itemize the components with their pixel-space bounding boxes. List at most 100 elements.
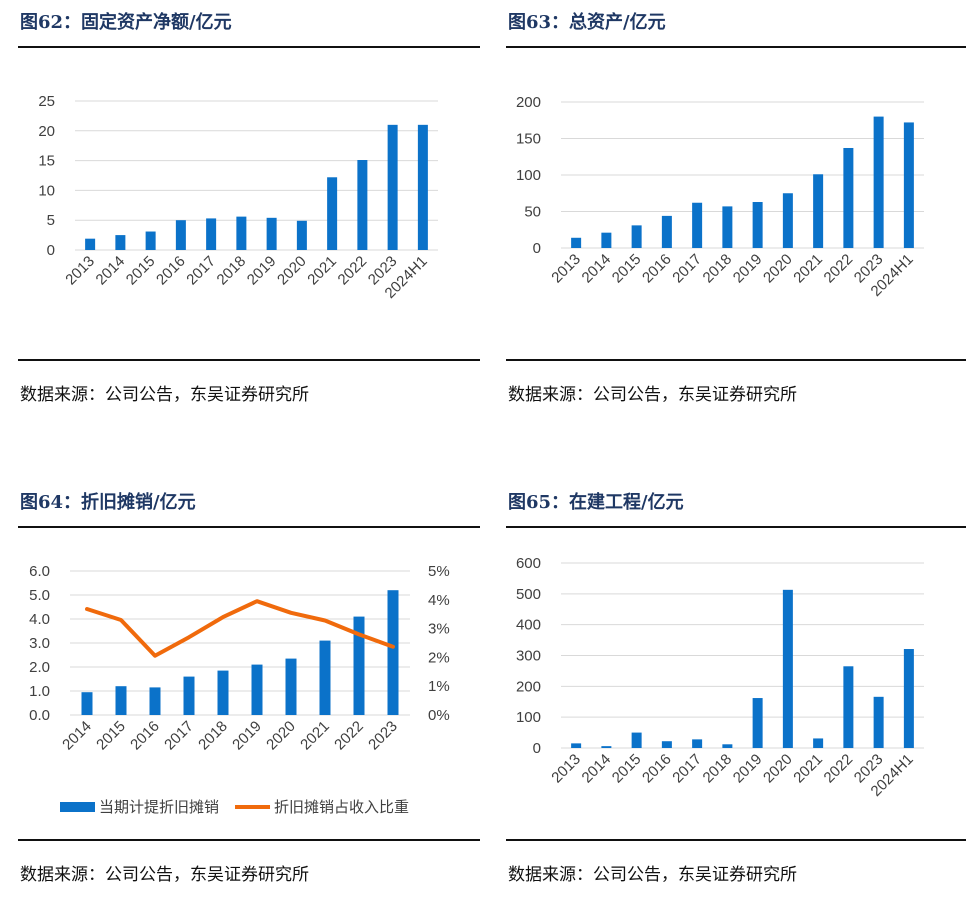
title-rule [506, 46, 966, 48]
bar [387, 124, 398, 250]
x-tick-label: 2016 [639, 751, 675, 787]
bar [296, 220, 307, 250]
chart-depreciation: 0.01.02.03.04.05.06.00%1%2%3%4%5%2014201… [29, 563, 450, 816]
x-tick-label: 2022 [331, 718, 367, 754]
x-tick-label: 2015 [123, 253, 159, 289]
bar [217, 670, 229, 715]
bar [631, 225, 642, 248]
bottom-rule [18, 839, 480, 841]
bar [692, 202, 703, 248]
x-tick-label: 2020 [263, 718, 299, 754]
x-tick-label: 2022 [335, 253, 371, 289]
x-tick-label: 2019 [730, 751, 766, 787]
bar [81, 692, 93, 715]
bar [722, 206, 733, 248]
legend-label: 折旧摊销占收入比重 [274, 798, 409, 816]
x-tick-label: 2014 [579, 251, 615, 287]
x-tick-label: 2019 [229, 718, 265, 754]
x-tick-label: 2019 [730, 251, 766, 287]
bar [183, 676, 195, 715]
panel-title: 图63：总资产/亿元 [508, 12, 666, 33]
panel-depreciation: 图64：折旧摊销/亿元 0.0 1.0 2.0 3.0 4.0 5.0 6.0 0% 1% 2% 3… [18, 480, 480, 897]
y2-tick-label: 5% [428, 563, 450, 580]
chart-fixed-assets: 0510152025201320142015201620172018201920… [38, 93, 438, 302]
y-tick-label: 0 [533, 740, 541, 757]
x-tick-label: 2019 [244, 253, 280, 289]
bar [692, 739, 703, 748]
bottom-rule [506, 839, 966, 841]
x-tick-label: 2021 [297, 718, 333, 754]
bar [601, 232, 612, 248]
bar [813, 174, 824, 248]
panel-title: 图64：折旧摊销/亿元 [20, 492, 196, 513]
y-tick-label: 150 [516, 131, 541, 148]
chart-total-assets: 0 50 100 150 200 2013201420152016201720182019… [516, 94, 924, 300]
x-tick-label: 2013 [62, 253, 98, 289]
y-tick-label: 0.0 [29, 707, 50, 724]
y-tick-label: 2.0 [29, 659, 50, 676]
bar [357, 160, 368, 250]
y-tick-label: 300 [516, 648, 541, 665]
x-tick-label: 2015 [609, 751, 645, 787]
y2-tick-label: 3% [428, 621, 450, 638]
x-tick-label: 2017 [669, 251, 705, 287]
panel-total-assets: 图63：总资产/亿元 0 50 100 150 200 2013 2014 2015 2016 2… [506, 0, 966, 420]
y-tick-label: 10 [38, 182, 55, 199]
y-tick-label: 400 [516, 617, 541, 634]
x-tick-label: 2018 [214, 253, 250, 289]
bar [175, 220, 186, 250]
source-note: 数据来源：公司公告，东吴证券研究所 [508, 385, 797, 405]
x-tick-label: 2016 [639, 251, 675, 287]
y-tick-label: 1.0 [29, 683, 50, 700]
y-tick-label: 100 [516, 167, 541, 184]
y-tick-label: 6.0 [29, 563, 50, 580]
y-tick-label: 600 [516, 555, 541, 572]
bar [903, 122, 914, 248]
source-note: 数据来源：公司公告，东吴证券研究所 [20, 385, 309, 405]
bar [115, 235, 126, 250]
bar [206, 218, 217, 250]
bar [752, 698, 763, 748]
title-rule [18, 526, 480, 528]
bar [631, 732, 642, 748]
bar [417, 124, 428, 250]
x-tick-label: 2020 [760, 251, 796, 287]
y2-tick-label: 2% [428, 649, 450, 666]
x-tick-label: 2021 [790, 751, 826, 787]
bar [873, 116, 884, 248]
title-rule [18, 46, 480, 48]
y-tick-label: 200 [516, 94, 541, 111]
x-tick-label: 2017 [669, 751, 705, 787]
bar [752, 202, 763, 248]
bar [85, 238, 96, 250]
x-tick-label: 2020 [274, 253, 310, 289]
x-tick-label: 2018 [195, 718, 231, 754]
panel-title: 图65：在建工程/亿元 [508, 492, 684, 513]
x-tick-label: 2020 [760, 751, 796, 787]
panel-construction: 图65：在建工程/亿元 0 100 200 300 400 500 600 2013 2014 2… [506, 480, 966, 897]
bar [145, 231, 156, 250]
bar [782, 193, 793, 248]
line-series [85, 599, 395, 658]
panel-fixed-assets: 图62：固定资产净额/亿元 0 5 10 15 20 25 2013 2014 2015 2016… [18, 0, 480, 420]
bar [387, 590, 399, 715]
bar [601, 746, 612, 748]
y-tick-label: 15 [38, 153, 55, 170]
bar [571, 743, 582, 748]
y-tick-label: 4.0 [29, 611, 50, 628]
bar [266, 217, 277, 250]
bar [843, 147, 854, 248]
bar [319, 640, 331, 715]
bar [843, 666, 854, 748]
y-tick-label: 0 [47, 242, 55, 259]
y-tick-label: 25 [38, 93, 55, 110]
y-tick-label: 100 [516, 709, 541, 726]
y-tick-label: 5 [47, 212, 55, 229]
bottom-rule [18, 359, 480, 361]
bar [903, 649, 914, 748]
bar [285, 658, 297, 715]
bar [251, 664, 263, 715]
x-tick-label: 2014 [579, 751, 615, 787]
x-tick-label: 2021 [304, 253, 340, 289]
x-tick-label: 2013 [548, 251, 584, 287]
